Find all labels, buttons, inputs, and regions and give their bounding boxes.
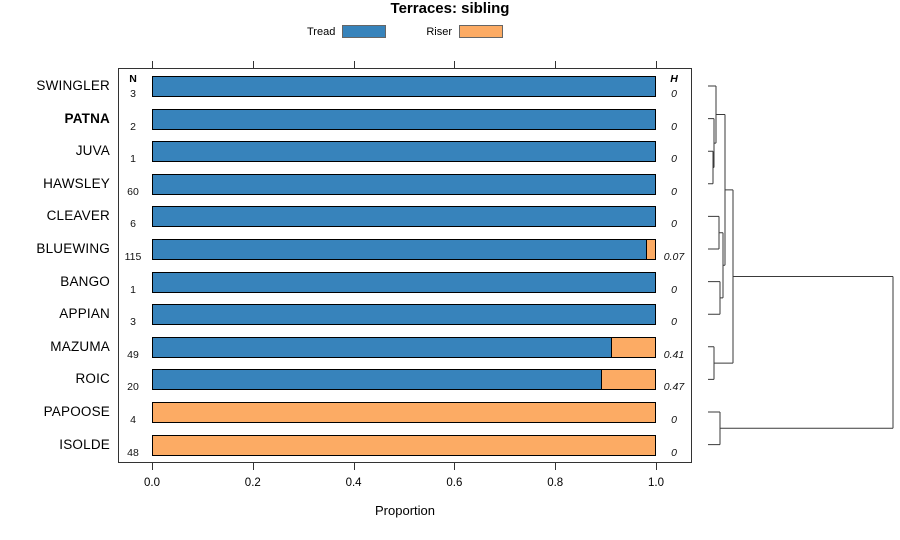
bar-patna bbox=[152, 108, 656, 130]
axis-tick-label: 1.0 bbox=[648, 477, 664, 489]
row-label: BANGO bbox=[60, 273, 110, 289]
riser-color-swatch bbox=[459, 25, 503, 38]
bar-mazuma bbox=[152, 336, 656, 358]
x-axis-label: Proportion bbox=[375, 503, 435, 518]
axis-tick-label: 0.8 bbox=[547, 477, 564, 489]
n-count: 49 bbox=[127, 348, 139, 361]
axis-tick-bottom bbox=[656, 463, 657, 470]
bar-hawsley bbox=[152, 173, 656, 195]
axis-tick-top bbox=[152, 61, 153, 68]
axis-tick-top bbox=[353, 61, 355, 68]
n-count: 20 bbox=[127, 381, 139, 394]
axis-tick-label: 0.4 bbox=[345, 477, 362, 489]
row-label: PAPOOSE bbox=[43, 404, 110, 419]
axis-tick-top bbox=[454, 61, 456, 68]
axis-tick-bottom bbox=[454, 463, 456, 470]
n-count: 3 bbox=[130, 88, 136, 100]
h-value: 0 bbox=[671, 446, 677, 459]
axis-tick-bottom bbox=[555, 463, 557, 470]
bar-bango bbox=[152, 271, 656, 293]
axis-tick-top bbox=[252, 61, 254, 68]
n-count: 3 bbox=[130, 316, 136, 329]
h-value: 0 bbox=[671, 88, 677, 100]
row-label: CLEAVER bbox=[46, 208, 110, 224]
legend-item-tread: Tread bbox=[307, 25, 387, 38]
axis-tick-top bbox=[656, 61, 657, 68]
row-label: PATNA bbox=[64, 110, 110, 126]
legend-label-riser: Riser bbox=[426, 25, 452, 38]
chart-title: Terraces: sibling bbox=[390, 0, 510, 17]
n-count: 115 bbox=[124, 251, 142, 263]
n-count: 60 bbox=[127, 185, 139, 198]
row-label: MAZUMA bbox=[50, 338, 110, 354]
axis-tick-label: 0.0 bbox=[144, 477, 160, 489]
bar-isolde bbox=[152, 434, 656, 456]
row-label: JUVA bbox=[75, 143, 110, 159]
axis-tick-bottom bbox=[353, 463, 355, 470]
tread-segment bbox=[153, 272, 655, 292]
row-label: SWINGLER bbox=[36, 78, 110, 93]
axis-tick-top bbox=[555, 61, 557, 68]
bar-swingler bbox=[152, 76, 656, 97]
dendrogram-lines bbox=[708, 85, 894, 446]
bar-juva bbox=[152, 141, 656, 163]
h-value: 0 bbox=[671, 153, 677, 166]
axis-tick-label: 0.2 bbox=[244, 477, 261, 489]
h-value: 0 bbox=[671, 414, 677, 426]
h-value: 0.07 bbox=[663, 251, 685, 263]
h-column-header: H bbox=[670, 73, 678, 85]
axis-tick-label: 0.6 bbox=[446, 477, 463, 489]
row-label: HAWSLEY bbox=[43, 175, 110, 191]
bar-appian bbox=[152, 304, 656, 326]
n-count: 6 bbox=[130, 218, 136, 231]
riser-segment bbox=[647, 240, 655, 259]
bar-bluewing bbox=[152, 239, 656, 260]
tread-segment bbox=[153, 142, 655, 162]
n-column-header: N bbox=[129, 73, 137, 85]
tread-color-swatch bbox=[342, 25, 387, 38]
bar-papoose bbox=[152, 402, 656, 423]
h-value: 0.41 bbox=[663, 348, 685, 361]
tread-segment bbox=[153, 370, 603, 390]
bar-roic bbox=[152, 369, 656, 391]
h-value: 0 bbox=[671, 316, 677, 329]
tread-segment bbox=[153, 207, 655, 227]
plot-frame bbox=[118, 68, 692, 463]
h-value: 0 bbox=[671, 283, 677, 296]
legend-item-riser: Riser bbox=[426, 25, 503, 38]
h-value: 0 bbox=[671, 218, 677, 231]
tread-segment bbox=[153, 240, 648, 259]
tread-segment bbox=[153, 77, 655, 96]
row-label: BLUEWING bbox=[36, 241, 110, 256]
row-label: ISOLDE bbox=[59, 436, 110, 452]
legend: Tread Riser bbox=[118, 25, 692, 38]
row-label: APPIAN bbox=[59, 306, 110, 322]
riser-segment bbox=[612, 337, 655, 357]
riser-segment bbox=[153, 403, 655, 422]
tread-segment bbox=[153, 305, 655, 325]
riser-segment bbox=[602, 370, 655, 390]
h-value: 0.47 bbox=[663, 381, 685, 394]
tread-segment bbox=[153, 337, 613, 357]
bar-cleaver bbox=[152, 206, 656, 228]
n-count: 2 bbox=[130, 120, 136, 133]
row-label: ROIC bbox=[75, 371, 110, 387]
n-count: 1 bbox=[130, 283, 136, 296]
riser-segment bbox=[153, 435, 655, 455]
h-value: 0 bbox=[671, 185, 677, 198]
legend-label-tread: Tread bbox=[307, 25, 336, 38]
axis-tick-bottom bbox=[252, 463, 254, 470]
h-value: 0 bbox=[671, 120, 677, 133]
tread-segment bbox=[153, 174, 655, 194]
axis-tick-bottom bbox=[152, 463, 153, 470]
n-count: 1 bbox=[130, 153, 136, 166]
n-count: 4 bbox=[130, 414, 136, 426]
tread-segment bbox=[153, 109, 655, 129]
n-count: 48 bbox=[127, 446, 139, 459]
